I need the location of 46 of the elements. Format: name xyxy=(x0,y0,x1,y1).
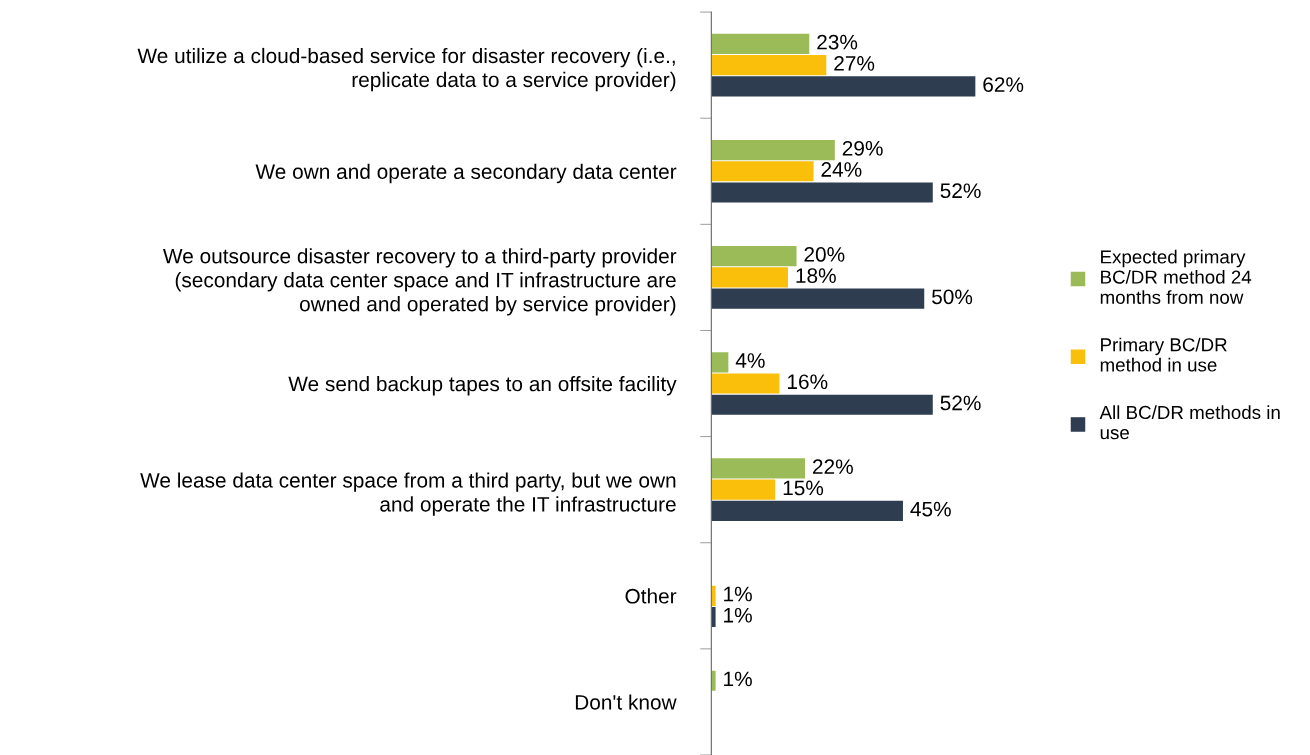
y-tick-label: Don't know xyxy=(575,694,677,710)
y-tick-label: We outsource disaster recovery to a third-party provider (secondary data center space and IT infrastructure are owned and operated by service provider) xyxy=(163,248,677,316)
data-label: 15% xyxy=(783,480,824,496)
bar xyxy=(711,76,976,97)
data-label: 18% xyxy=(796,268,836,283)
bar xyxy=(711,670,716,691)
data-label: 29% xyxy=(842,140,883,156)
data-label: 23% xyxy=(817,34,858,50)
bar xyxy=(711,33,810,54)
data-label: 27% xyxy=(834,55,875,71)
data-label: 24% xyxy=(821,162,862,177)
bar xyxy=(711,373,780,394)
bar xyxy=(711,352,729,373)
bar xyxy=(711,394,933,415)
y-tick-label: We utilize a cloud-based service for disaster recovery (i.e., replicate data to a service provider) xyxy=(137,47,676,92)
bar xyxy=(711,139,835,161)
data-label: 1% xyxy=(724,671,752,687)
bar xyxy=(711,606,716,628)
legend-label: All BC/DR methods in use xyxy=(1099,405,1280,440)
data-label: 62% xyxy=(983,77,1024,92)
y-tick-label: We send backup tapes to an offsite facility xyxy=(288,375,677,396)
bar xyxy=(711,288,925,309)
data-label: 50% xyxy=(932,289,973,305)
data-label: 45% xyxy=(910,501,951,517)
bar xyxy=(711,479,776,500)
bar xyxy=(711,182,933,203)
data-label: 16% xyxy=(788,374,828,390)
bar xyxy=(711,55,827,76)
data-label: 4% xyxy=(735,353,765,368)
bar xyxy=(711,585,716,606)
bar xyxy=(711,161,814,182)
legend-label: Expected primary BC/DR method 24 months from now xyxy=(1100,249,1252,304)
bar xyxy=(711,246,797,267)
data-label: 52% xyxy=(940,183,981,199)
data-label: 52% xyxy=(940,395,981,411)
y-tick-label: We lease data center space from a third party, but we own and operate the IT infrastructure xyxy=(140,472,676,516)
data-label: 22% xyxy=(813,459,853,474)
data-label: 20% xyxy=(804,247,845,262)
y-tick-label: Other xyxy=(625,588,677,604)
y-tick-label: We own and operate a secondary data center xyxy=(255,163,677,184)
bar xyxy=(711,500,903,521)
bar xyxy=(711,267,788,288)
bar xyxy=(711,458,806,479)
data-label: 1% xyxy=(724,586,752,602)
legend-label: Primary BC/DR method in use xyxy=(1100,337,1227,372)
data-label: 1% xyxy=(724,607,752,623)
